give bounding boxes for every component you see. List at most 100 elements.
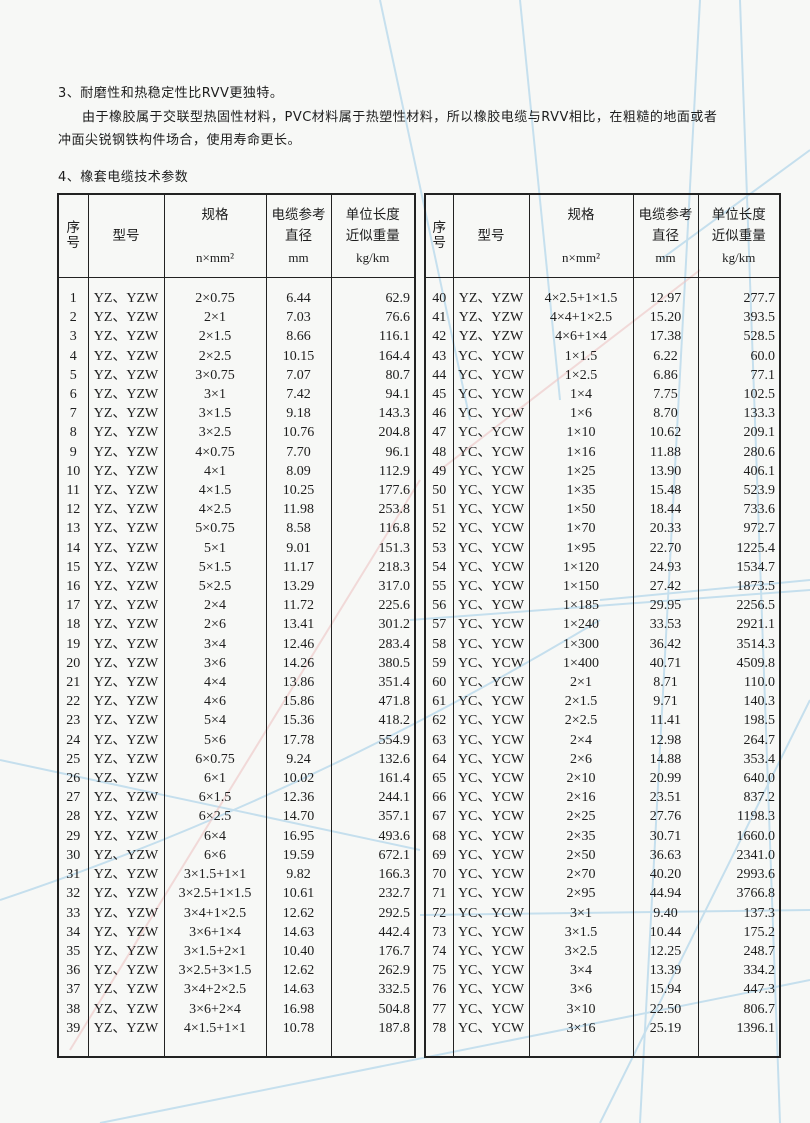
row-number: 39	[57, 1018, 89, 1038]
cable-diameter: 10.44	[632, 922, 699, 942]
spacer-cell	[57, 1037, 89, 1057]
cable-spec: 1×300	[528, 634, 634, 654]
cable-model: YC、YCW	[452, 922, 530, 942]
table-row: 43 YC、YCW 1×1.5 6.22 60.0	[424, 346, 781, 366]
cable-diameter: 25.19	[632, 1018, 699, 1038]
cable-spec: 4×0.75	[163, 442, 267, 462]
cable-weight: 112.9	[330, 461, 416, 482]
row-number: 76	[424, 980, 454, 1000]
cable-weight: 292.5	[330, 903, 416, 923]
cable-weight: 116.1	[330, 327, 416, 347]
table-row: 45 YC、YCW 1×4 7.75 102.5	[424, 385, 781, 405]
table-row: 57 YC、YCW 1×240 33.53 2921.1	[424, 615, 781, 635]
spacer-cell	[265, 277, 332, 289]
cable-diameter: 13.86	[265, 673, 332, 693]
row-number: 70	[424, 865, 454, 885]
table-row: 28 YZ、YZW 6×2.5 14.70 357.1	[57, 807, 416, 827]
table-row: 16 YZ、YZW 5×2.5 13.29 317.0	[57, 577, 416, 597]
cable-spec: 3×6+2×4	[163, 999, 267, 1019]
cable-model: YZ、YZW	[87, 404, 165, 424]
row-number: 32	[57, 884, 89, 904]
cable-weight: 351.4	[330, 673, 416, 693]
cable-model: YC、YCW	[452, 999, 530, 1019]
spacer-row	[424, 277, 781, 289]
cable-model: YZ、YZW	[87, 481, 165, 501]
row-number: 11	[57, 481, 89, 501]
table-row: 55 YC、YCW 1×150 27.42 1873.5	[424, 577, 781, 597]
cable-weight: 151.3	[330, 538, 416, 558]
table-row: 71 YC、YCW 2×95 44.94 3766.8	[424, 884, 781, 904]
row-number: 46	[424, 404, 454, 424]
cable-diameter: 10.02	[265, 769, 332, 789]
table-row: 46 YC、YCW 1×6 8.70 133.3	[424, 404, 781, 424]
row-number: 49	[424, 461, 454, 482]
cable-model: YC、YCW	[452, 423, 530, 443]
cable-model: YC、YCW	[452, 711, 530, 731]
row-number: 78	[424, 1018, 454, 1038]
cable-model: YC、YCW	[452, 500, 530, 520]
row-number: 41	[424, 308, 454, 328]
cable-diameter: 23.51	[632, 788, 699, 808]
cable-weight: 523.9	[697, 481, 781, 501]
table-row: 39 YZ、YZW 4×1.5+1×1 10.78 187.8	[57, 1018, 416, 1038]
cable-model: YC、YCW	[452, 941, 530, 962]
cable-weight: 493.6	[330, 826, 416, 846]
cable-spec: 3×16	[528, 1018, 634, 1038]
cable-weight: 640.0	[697, 769, 781, 789]
cable-weight: 447.3	[697, 980, 781, 1000]
cable-diameter: 9.18	[265, 404, 332, 424]
cable-model: YZ、YZW	[87, 461, 165, 482]
spacer-cell	[632, 1037, 699, 1057]
cable-spec: 5×4	[163, 711, 267, 731]
row-number: 18	[57, 615, 89, 635]
row-number: 35	[57, 941, 89, 962]
table-row: 48 YC、YCW 1×16 11.88 280.6	[424, 442, 781, 462]
cable-model: YZ、YZW	[87, 423, 165, 443]
cable-weight: 283.4	[330, 634, 416, 654]
header-no: 序号	[424, 193, 454, 278]
cable-weight: 2256.5	[697, 596, 781, 616]
cable-model: YC、YCW	[452, 615, 530, 635]
cable-weight: 280.6	[697, 442, 781, 462]
cable-weight: 198.5	[697, 711, 781, 731]
table-row: 44 YC、YCW 1×2.5 6.86 77.1	[424, 365, 781, 386]
cable-weight: 132.6	[330, 749, 416, 770]
cable-model: YC、YCW	[452, 673, 530, 693]
table-row: 61 YC、YCW 2×1.5 9.71 140.3	[424, 692, 781, 712]
cable-weight: 554.9	[330, 730, 416, 750]
cable-spec: 2×2.5	[163, 346, 267, 366]
table-row: 2 YZ、YZW 2×1 7.03 76.6	[57, 308, 416, 328]
cable-model: YZ、YZW	[87, 634, 165, 654]
spacer-cell	[87, 277, 165, 289]
row-number: 50	[424, 481, 454, 501]
cable-diameter: 15.86	[265, 692, 332, 712]
cable-model: YZ、YZW	[87, 308, 165, 328]
cable-spec: 4×6	[163, 692, 267, 712]
cable-diameter: 12.25	[632, 941, 699, 962]
cable-weight: 1396.1	[697, 1018, 781, 1038]
cable-model: YZ、YZW	[87, 845, 165, 866]
row-number: 73	[424, 922, 454, 942]
row-number: 42	[424, 327, 454, 347]
table-row: 38 YZ、YZW 3×6+2×4 16.98 504.8	[57, 999, 416, 1019]
cable-weight: 218.3	[330, 557, 416, 578]
table-row: 35 YZ、YZW 3×1.5+2×1 10.40 176.7	[57, 941, 416, 962]
cable-diameter: 12.62	[265, 961, 332, 981]
cable-spec: 3×4	[528, 961, 634, 981]
cable-spec: 3×1	[528, 903, 634, 923]
table-row: 7 YZ、YZW 3×1.5 9.18 143.3	[57, 404, 416, 424]
cable-model: YZ、YZW	[87, 692, 165, 712]
cable-spec: 2×10	[528, 769, 634, 789]
cable-model: YZ、YZW	[87, 730, 165, 750]
cable-model: YZ、YZW	[452, 308, 530, 328]
cable-weight: 62.9	[330, 289, 416, 309]
cable-spec: 6×6	[163, 845, 267, 866]
cable-spec: 3×4	[163, 634, 267, 654]
cable-model: YZ、YZW	[87, 749, 165, 770]
cable-spec: 2×1.5	[163, 327, 267, 347]
row-number: 58	[424, 634, 454, 654]
table-row: 23 YZ、YZW 5×4 15.36 418.2	[57, 711, 416, 731]
cable-model: YC、YCW	[452, 385, 530, 405]
cable-diameter: 8.09	[265, 461, 332, 482]
cable-diameter: 27.76	[632, 807, 699, 827]
